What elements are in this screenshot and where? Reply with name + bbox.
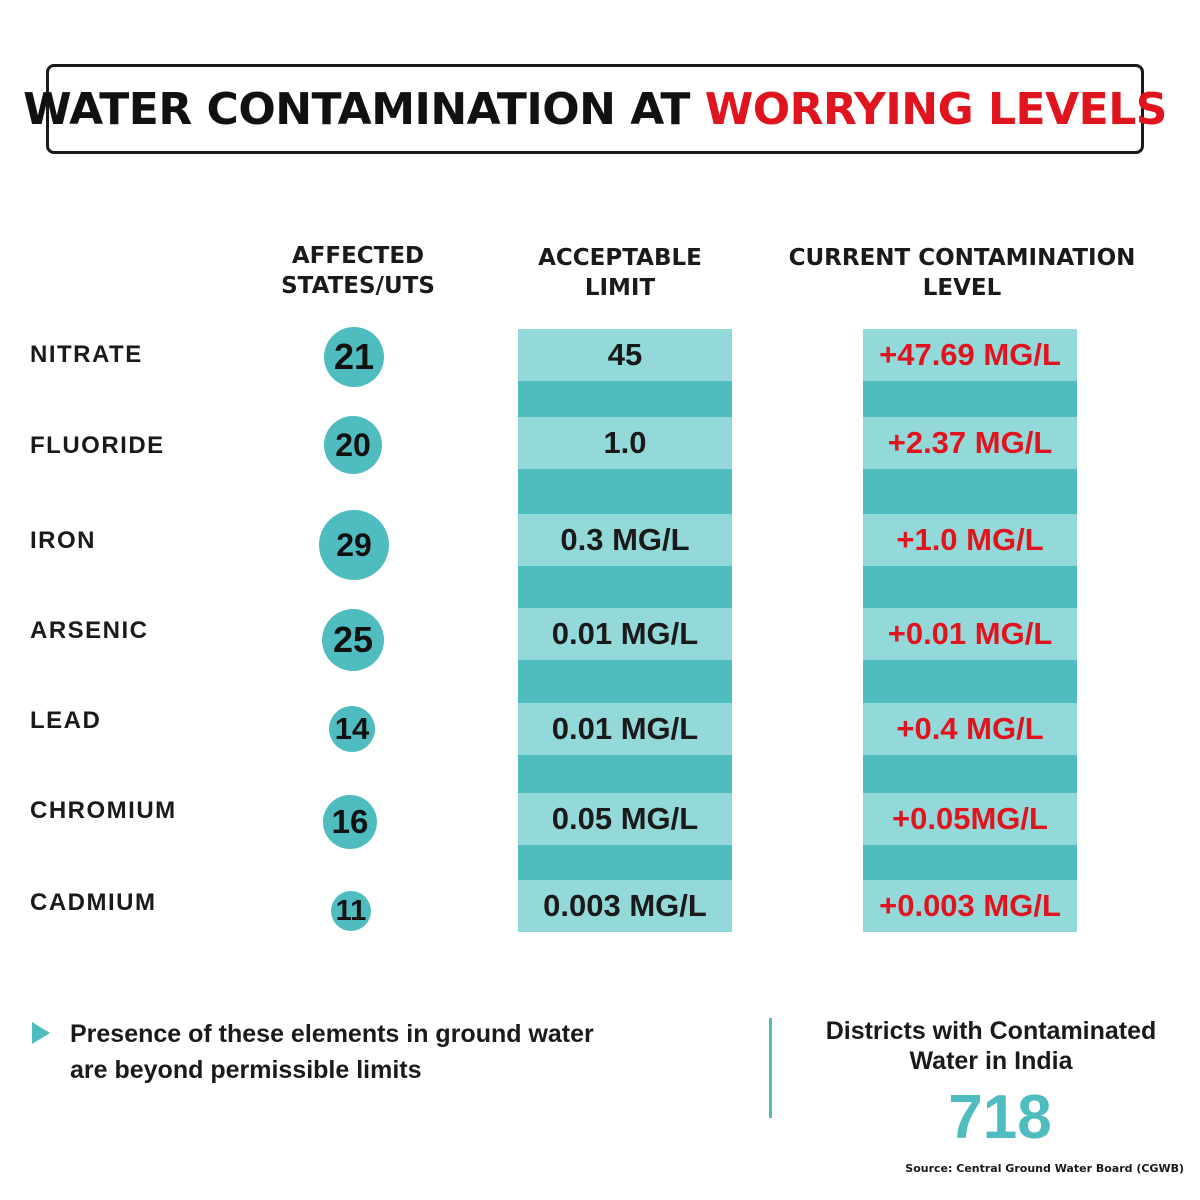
- current-stripe: [863, 793, 1077, 845]
- source-credit: Source: Central Ground Water Board (CGWB…: [905, 1162, 1184, 1175]
- element-name: FLUORIDE: [30, 432, 165, 459]
- districts-label: Districts with Contaminated Water in Ind…: [790, 1016, 1192, 1076]
- footnote-line2: are beyond permissible limits: [70, 1056, 422, 1084]
- states-count-badge: 29: [319, 510, 389, 580]
- play-triangle-icon: [32, 1022, 50, 1044]
- current-level-value: +1.0 MG/L: [896, 522, 1044, 557]
- element-name: CADMIUM: [30, 889, 157, 916]
- current-level-value: +0.003 MG/L: [879, 888, 1061, 923]
- current-level-value: +0.05MG/L: [892, 801, 1048, 836]
- limit-value: 0.3 MG/L: [560, 522, 690, 557]
- limit-value: 1.0: [603, 425, 647, 460]
- limit-stripe: [518, 417, 732, 469]
- current-level-value: +2.37 MG/L: [887, 425, 1053, 460]
- current-stripe: [863, 880, 1077, 932]
- states-count-badge: 21: [324, 327, 384, 387]
- states-count-badge: 14: [329, 706, 375, 752]
- header-limit: ACCEPTABLE LIMIT: [500, 243, 740, 303]
- element-name: ARSENIC: [30, 617, 149, 644]
- current-level-value: +0.01 MG/L: [887, 616, 1053, 651]
- districts-label-line2: Water in India: [909, 1047, 1073, 1075]
- current-stripe: [863, 417, 1077, 469]
- header-current-line1: CURRENT CONTAMINATION: [788, 245, 1136, 271]
- states-count-badge: 20: [324, 416, 382, 474]
- header-affected-line1: AFFECTED: [291, 243, 425, 269]
- states-count-badge: 25: [322, 609, 384, 671]
- limit-stripe: [518, 793, 732, 845]
- current-stripe: [863, 514, 1077, 566]
- states-count-badge: 16: [323, 795, 377, 849]
- limit-stripe: [518, 514, 732, 566]
- limit-column: [518, 329, 732, 932]
- current-level-value: +47.69 MG/L: [879, 337, 1061, 372]
- header-affected: AFFECTED STATES/UTS: [260, 241, 456, 301]
- limit-value: 0.01 MG/L: [551, 711, 699, 746]
- footnote: Presence of these elements in ground wat…: [70, 1016, 594, 1088]
- states-count-badge: 11: [331, 891, 371, 931]
- limit-value: 0.01 MG/L: [551, 616, 699, 651]
- element-name: LEAD: [30, 707, 102, 734]
- limit-stripe: [518, 880, 732, 932]
- districts-count: 718: [948, 1083, 1052, 1152]
- districts-label-line1: Districts with Contaminated: [825, 1017, 1157, 1045]
- limit-stripe: [518, 608, 732, 660]
- element-name: NITRATE: [30, 341, 143, 368]
- limit-value: 0.05 MG/L: [551, 801, 699, 836]
- limit-stripe: [518, 329, 732, 381]
- current-level-value: +0.4 MG/L: [896, 711, 1044, 746]
- element-name: CHROMIUM: [30, 797, 177, 824]
- divider: [769, 1018, 772, 1118]
- header-limit-line2: LIMIT: [584, 275, 656, 301]
- header-affected-line2: STATES/UTS: [281, 273, 435, 299]
- header-limit-line1: ACCEPTABLE: [538, 245, 702, 271]
- page-title: WATER CONTAMINATION AT WORRYING LEVELS: [23, 84, 1167, 135]
- title-part1: WATER CONTAMINATION AT: [23, 83, 705, 135]
- title-part2: WORRYING LEVELS: [704, 83, 1168, 135]
- current-stripe: [863, 608, 1077, 660]
- element-name: IRON: [30, 527, 96, 554]
- footnote-line1: Presence of these elements in ground wat…: [70, 1020, 594, 1048]
- current-column: [863, 329, 1077, 932]
- title-box: WATER CONTAMINATION AT WORRYING LEVELS: [23, 64, 1167, 154]
- header-current: CURRENT CONTAMINATION LEVEL: [770, 243, 1154, 303]
- header-current-line2: LEVEL: [922, 275, 1002, 301]
- limit-value: 0.003 MG/L: [543, 888, 707, 923]
- current-stripe: [863, 703, 1077, 755]
- limit-stripe: [518, 703, 732, 755]
- limit-value: 45: [607, 337, 643, 372]
- current-stripe: [863, 329, 1077, 381]
